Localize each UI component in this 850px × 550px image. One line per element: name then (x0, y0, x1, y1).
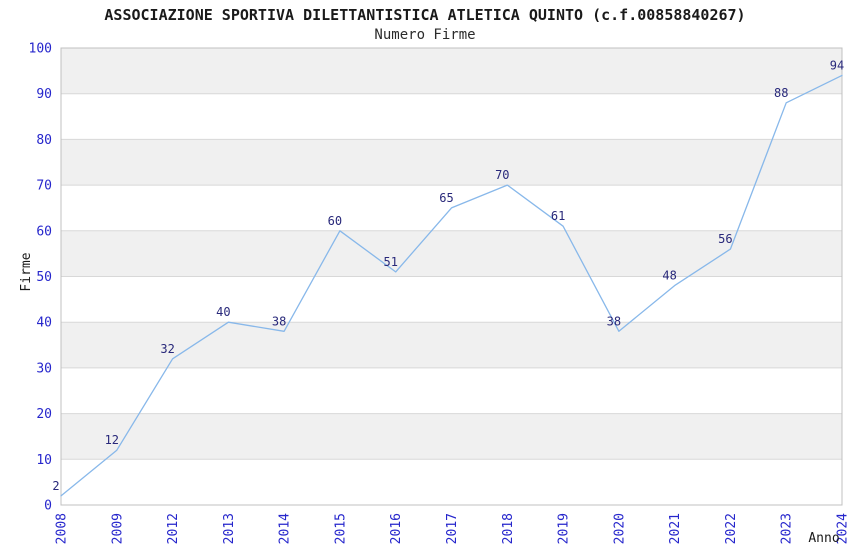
data-label: 2 (52, 479, 59, 493)
data-label: 48 (662, 269, 676, 283)
plot-band (61, 322, 842, 368)
data-label: 88 (774, 86, 788, 100)
x-axis-tick-labels: 2008 2009 2012 2013 2014 2015 2016 2017 2018 2019… (55, 513, 850, 544)
gridlines (61, 93, 842, 460)
data-label: 60 (328, 214, 342, 228)
x-tick-label: 2014 (278, 513, 293, 544)
plot-bands (61, 48, 842, 460)
plot-band (61, 48, 842, 94)
y-tick-label: 40 (36, 316, 52, 331)
y-tick-label: 0 (44, 499, 52, 514)
data-label: 32 (160, 342, 174, 356)
plot-band (61, 413, 842, 460)
data-label: 12 (105, 433, 119, 447)
y-tick-label: 10 (36, 453, 52, 468)
x-tick-label: 2023 (780, 513, 795, 544)
plot-band (61, 139, 842, 186)
data-label: 40 (216, 305, 230, 319)
data-labels: 2 12 32 40 38 60 51 65 70 61 38 48 56 88 94 (52, 58, 844, 493)
x-tick-label: 2017 (445, 513, 460, 544)
y-tick-label: 90 (36, 87, 52, 102)
y-tick-label: 30 (36, 361, 52, 376)
x-tick-label: 2009 (110, 513, 125, 544)
data-label: 38 (607, 314, 621, 328)
data-label: 65 (439, 191, 453, 205)
x-tick-label: 2018 (501, 513, 516, 544)
y-tick-label: 20 (36, 407, 52, 422)
plot-border (60, 47, 843, 506)
data-series-line (60, 74, 843, 497)
x-tick-label: 2020 (612, 513, 627, 544)
data-label: 94 (830, 58, 844, 72)
y-axis-tick-labels: 0 10 20 30 40 50 60 70 80 90 100 (29, 42, 52, 514)
data-label: 38 (272, 314, 286, 328)
x-axis-title: Anno (808, 531, 839, 546)
x-tick-label: 2008 (55, 513, 70, 544)
data-label: 70 (495, 168, 509, 182)
x-tick-label: 2016 (389, 513, 404, 544)
x-tick-label: 2024 (836, 513, 850, 544)
y-tick-label: 100 (29, 42, 52, 57)
x-tick-label: 2012 (166, 513, 181, 544)
x-tick-label: 2019 (557, 513, 572, 544)
x-tick-label: 2015 (333, 513, 348, 544)
x-tick-label: 2022 (724, 513, 739, 544)
data-label: 56 (718, 232, 732, 246)
y-tick-label: 80 (36, 133, 52, 148)
x-tick-label: 2021 (668, 513, 683, 544)
data-label: 61 (551, 209, 565, 223)
y-tick-label: 50 (36, 270, 52, 285)
y-tick-label: 70 (36, 179, 52, 194)
chart-title: ASSOCIAZIONE SPORTIVA DILETTANTISTICA AT… (104, 6, 746, 24)
y-axis-title: Firme (19, 252, 34, 291)
chart-subtitle: Numero Firme (374, 27, 476, 43)
y-tick-label: 60 (36, 224, 52, 239)
x-tick-label: 2013 (222, 513, 237, 544)
plot-band (61, 230, 842, 277)
data-label: 51 (383, 255, 397, 269)
